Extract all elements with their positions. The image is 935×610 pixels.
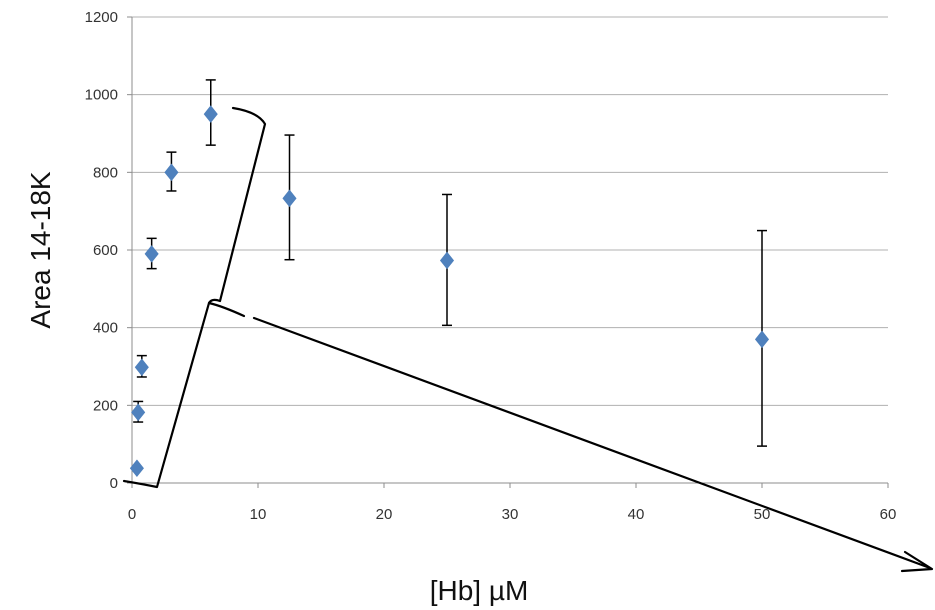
data-point-diamond (129, 459, 144, 478)
data-point-diamond (164, 163, 179, 182)
x-tick-label: 20 (376, 506, 393, 523)
zoom-arrow-line (252, 316, 932, 570)
x-axis-title: [Hb] µM (430, 575, 529, 606)
zoom-arrowhead (900, 550, 934, 573)
data-point-diamond (439, 251, 455, 270)
x-tick-label: 30 (502, 506, 519, 523)
x-tick-label: 50 (754, 506, 771, 523)
y-tick-label: 1200 (85, 9, 118, 26)
zoom-bracket-path (122, 106, 267, 489)
x-tick-label: 0 (128, 506, 136, 523)
x-tick-label: 10 (250, 506, 267, 523)
gridlines (132, 16, 888, 406)
y-axis-title: Area 14-18K (25, 171, 56, 329)
data-point-diamond (134, 358, 149, 377)
axes (127, 16, 889, 488)
y-tick-label: 400 (93, 320, 118, 337)
data-point-diamond (144, 245, 159, 263)
zoom-annotation (122, 106, 934, 573)
y-tick-label: 1000 (85, 87, 118, 104)
data-points (129, 105, 770, 478)
data-point-diamond (282, 189, 297, 208)
y-tick-label: 800 (93, 164, 118, 181)
y-tick-label: 600 (93, 242, 118, 259)
x-tick-label: 40 (628, 506, 645, 523)
y-tick-label: 0 (110, 475, 118, 492)
tick-labels: 0 200 400 600 800 1000 1200 0 10 20 30 40 50 60 (85, 9, 897, 523)
x-tick-label: 60 (880, 506, 897, 523)
data-point-diamond (203, 105, 218, 123)
data-point-diamond (131, 403, 146, 422)
data-point-diamond (754, 330, 770, 349)
y-tick-label: 200 (93, 397, 118, 414)
zoom-bracket-hook (207, 301, 246, 318)
